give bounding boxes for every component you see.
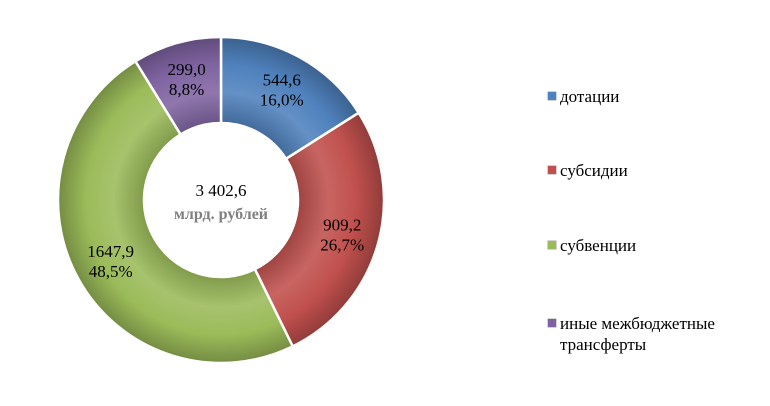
slice-labels: 544,616,0% 909,226,7% 1647,948,5% 299,08,8%	[87, 60, 364, 281]
legend-swatch-subsidii	[548, 166, 556, 174]
legend-label-dotacii: дотации	[560, 87, 620, 106]
slice-value-label-dotacii: 544,6	[263, 71, 301, 90]
legend: дотации субсидии субвенции иные межбюдже…	[548, 0, 770, 406]
legend-item-subvencii: субвенции	[548, 235, 730, 256]
slice-percent-label-subvencii: 48,5%	[89, 262, 133, 281]
slice-percent-label-subsidii: 26,7%	[320, 235, 364, 254]
legend-item-inye-transferty: иные межбюджетные трансферты	[548, 313, 730, 355]
donut-chart: 544,616,0% 909,226,7% 1647,948,5% 299,08,8%…	[56, 35, 386, 365]
legend-item-subsidii: субсидии	[548, 160, 730, 181]
center-unit: млрд. рублей	[174, 206, 268, 223]
slice-value-label-inye-transferty: 299,0	[168, 60, 206, 79]
center-total: 3 402,6	[196, 181, 247, 200]
slice-value-label-subsidii: 909,2	[323, 215, 361, 234]
slice-value-label-subvencii: 1647,9	[87, 242, 134, 261]
slice-subvencii	[56, 59, 295, 365]
legend-swatch-dotacii	[548, 92, 556, 100]
legend-swatch-subvencii	[548, 241, 556, 249]
slice-inye-transferty	[133, 35, 223, 137]
legend-swatch-inye-transferty	[548, 319, 556, 327]
legend-label-inye-transferty: иные межбюджетные трансферты	[560, 314, 715, 354]
legend-item-dotacii: дотации	[548, 86, 730, 107]
donut-slices	[56, 35, 386, 365]
slice-subsidii	[253, 111, 386, 349]
slice-percent-label-inye-transferty: 8,8%	[169, 80, 204, 99]
slice-percent-label-dotacii: 16,0%	[260, 91, 304, 110]
slice-dotacii	[219, 35, 361, 161]
legend-label-subvencii: субвенции	[560, 236, 637, 255]
legend-label-subsidii: субсидии	[560, 161, 628, 180]
